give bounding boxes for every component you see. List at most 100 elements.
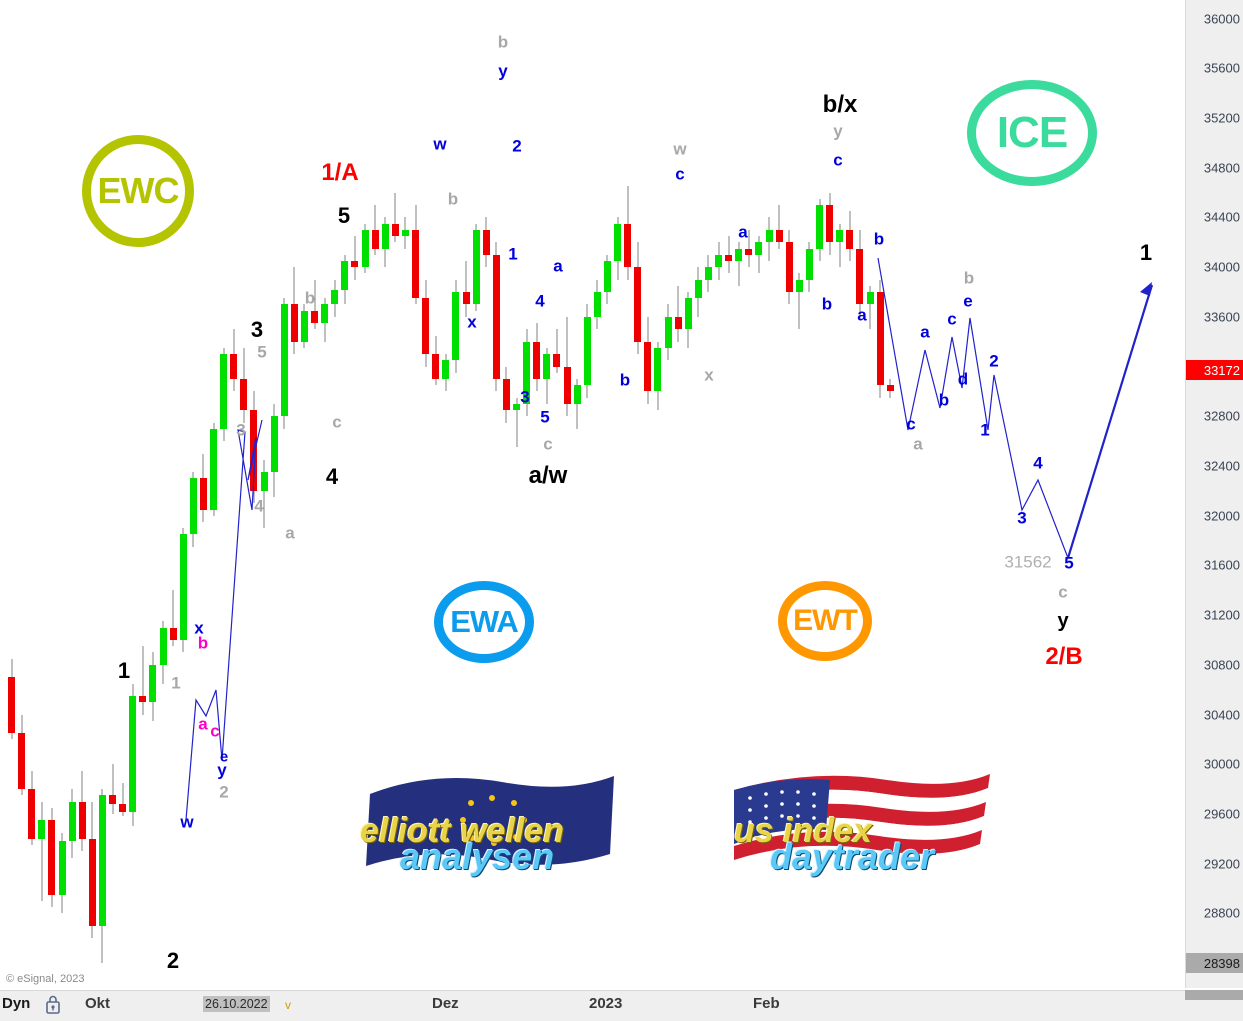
candlestick xyxy=(816,0,823,988)
candle-body xyxy=(220,354,228,429)
candlestick xyxy=(220,0,228,988)
candlestick xyxy=(735,0,743,988)
lock-icon[interactable] xyxy=(44,994,62,1014)
candlestick xyxy=(593,0,601,988)
wave-label-a: a xyxy=(285,523,295,543)
candle-wick xyxy=(677,285,679,342)
wave-label-1: 1 xyxy=(1139,240,1153,265)
candlestick xyxy=(361,0,369,988)
wave-label-a: a xyxy=(738,222,748,242)
candle-body xyxy=(755,242,763,255)
candlestick xyxy=(311,0,318,988)
watermark-eu-line2: analysen xyxy=(400,836,555,877)
watermark-elliott-wellen-analysen: elliott wellen analysen xyxy=(352,768,632,886)
candle-wick xyxy=(374,205,376,255)
candle-body xyxy=(8,677,15,734)
candle-body xyxy=(856,248,864,305)
candle-body xyxy=(260,472,268,491)
candle-body xyxy=(38,820,46,839)
candle-body xyxy=(694,279,702,299)
candle-body xyxy=(321,304,329,324)
candle-body xyxy=(199,478,207,510)
watermark-eu-line1: elliott wellen xyxy=(360,812,565,850)
candle-body xyxy=(593,292,601,317)
wave-label-x: x xyxy=(467,312,477,332)
candlestick xyxy=(88,0,96,988)
candle-body xyxy=(189,478,197,535)
logo-ice: ICE xyxy=(967,80,1097,186)
price-scale[interactable]: 36000 35600 35200 34800 34400 34000 33600 32800… xyxy=(1185,0,1243,988)
candlestick xyxy=(775,0,783,988)
candle-body xyxy=(139,695,147,703)
candle-body xyxy=(765,229,773,243)
chart-plot-area[interactable]: 1 2 3 4 5 1/A a/w b/x 2/B 1 1 2 3 4 5 a b c b b c w x y a b c y w x y e… xyxy=(0,0,1185,988)
candlestick xyxy=(109,0,116,988)
wave-label-c: c xyxy=(906,414,916,434)
candlestick xyxy=(523,0,531,988)
candle-body xyxy=(785,242,793,293)
candle-body xyxy=(775,229,783,243)
logo-ewt: EWT xyxy=(778,581,872,661)
candle-body xyxy=(543,354,551,380)
candle-body xyxy=(442,360,450,380)
candle-wick xyxy=(172,590,174,647)
candlestick xyxy=(391,0,399,988)
candlestick xyxy=(826,0,834,988)
wave-label-c: c xyxy=(833,150,843,170)
candlestick xyxy=(644,0,652,988)
candle-body xyxy=(250,410,258,491)
wave-label-a: a xyxy=(857,305,867,325)
logo-ewc: EWC xyxy=(82,135,194,247)
candlestick xyxy=(472,0,480,988)
candle-body xyxy=(805,248,813,280)
candle-body xyxy=(553,354,561,367)
wave-label-c: c xyxy=(332,412,342,432)
candlestick xyxy=(502,0,510,988)
candle-body xyxy=(159,627,167,665)
candlestick xyxy=(149,0,157,988)
candlestick xyxy=(300,0,308,988)
wave-label-4: 4 xyxy=(325,464,339,489)
candlestick xyxy=(866,0,874,988)
candlestick xyxy=(482,0,490,988)
candlestick xyxy=(68,0,76,988)
candle-body xyxy=(412,229,419,299)
candle-body xyxy=(644,341,652,392)
wave-label-a: a xyxy=(553,256,563,276)
candle-body xyxy=(846,229,854,249)
candle-body xyxy=(240,379,248,411)
candle-body xyxy=(624,223,632,268)
wave-label-x: x xyxy=(194,618,204,638)
selected-date-suffix: v xyxy=(285,998,291,1012)
candle-body xyxy=(68,801,76,842)
price-tick: 33600 xyxy=(1203,309,1240,325)
wave-label-5: 5 xyxy=(540,407,550,427)
wave-label-e: e xyxy=(219,748,229,766)
wave-label-a: a xyxy=(920,322,930,342)
candlestick xyxy=(230,0,238,988)
price-tick: 30400 xyxy=(1203,707,1240,723)
candle-body xyxy=(886,385,894,392)
candlestick xyxy=(401,0,409,988)
wave-label-4: 4 xyxy=(535,291,545,311)
candle-body xyxy=(119,804,127,812)
candle-body xyxy=(361,229,369,268)
candle-wick xyxy=(41,801,43,901)
candlestick xyxy=(260,0,268,988)
candle-body xyxy=(654,347,662,392)
candle-body xyxy=(311,310,318,324)
time-axis[interactable]: Dyn Okt Dez 2023 Feb 26.10.2022 v xyxy=(0,990,1243,1021)
wave-label-a: a xyxy=(913,434,923,454)
candlestick xyxy=(371,0,379,988)
candlestick xyxy=(654,0,662,988)
price-tick: 34000 xyxy=(1203,259,1240,275)
logo-ewa: EWA xyxy=(434,581,534,663)
candlestick xyxy=(199,0,207,988)
wave-label-c: c xyxy=(675,164,685,184)
candlestick xyxy=(785,0,793,988)
candlestick xyxy=(119,0,127,988)
price-tick: 36000 xyxy=(1203,11,1240,27)
candle-body xyxy=(58,841,66,895)
candle-body xyxy=(270,416,278,473)
price-tick: 28800 xyxy=(1203,905,1240,921)
